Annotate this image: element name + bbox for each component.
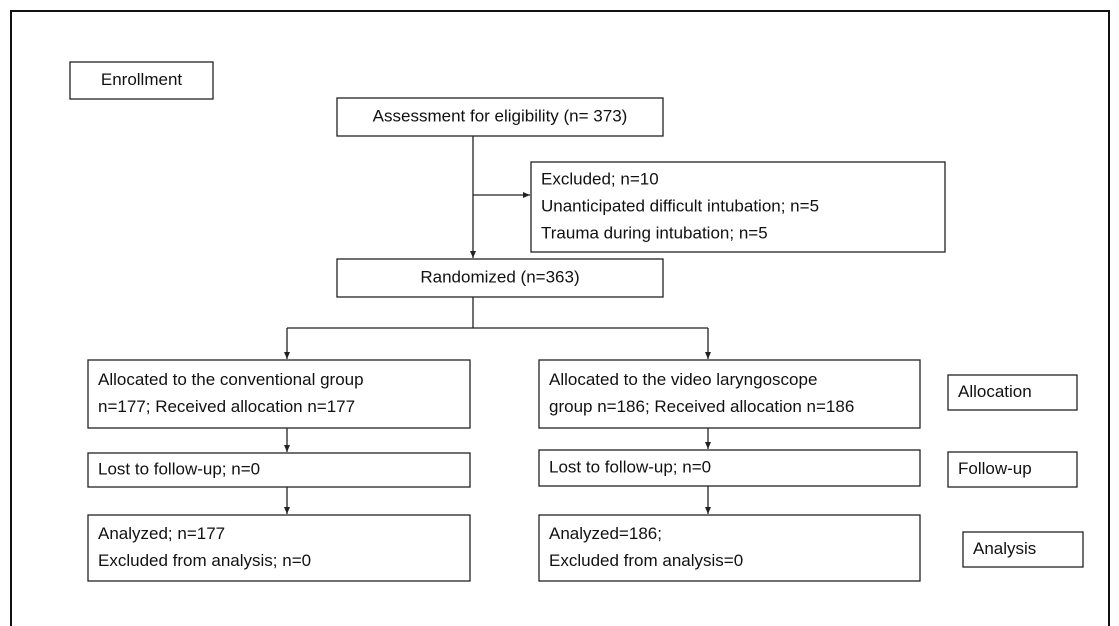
node-text: Analyzed; n=177	[98, 524, 225, 543]
node-box	[87, 452, 471, 488]
node-box	[947, 374, 1078, 411]
node-text: n=177; Received allocation n=177	[98, 397, 355, 416]
node-text: Lost to follow-up; n=0	[98, 459, 260, 478]
node-text: Unanticipated difficult intubation; n=5	[541, 196, 819, 215]
node: Analysis	[962, 531, 1084, 568]
node-box	[962, 531, 1084, 568]
node: Lost to follow-up; n=0	[538, 449, 921, 487]
node: Follow-up	[947, 451, 1078, 488]
connectors	[284, 136, 711, 514]
node: Assessment for eligibility (n= 373)	[336, 97, 664, 137]
node-box	[69, 61, 214, 100]
node: Analyzed; n=177 Excluded from analysis; n…	[87, 514, 471, 582]
node: Excluded; n=10 Unanticipated difficult in…	[530, 161, 946, 253]
node: Randomized (n=363)	[336, 258, 664, 298]
node-box	[538, 514, 921, 582]
node-box	[530, 161, 946, 253]
node-box	[87, 359, 471, 429]
node-text: Enrollment	[101, 70, 183, 89]
node-box	[87, 514, 471, 582]
node-text: Analysis	[973, 539, 1036, 558]
node-text: Analyzed=186;	[549, 524, 662, 543]
node: Allocation	[947, 374, 1078, 411]
node-text: Trauma during intubation; n=5	[541, 223, 768, 242]
node: Allocated to the conventional group n=177…	[87, 359, 471, 429]
node-text: Excluded from analysis=0	[549, 551, 743, 570]
node-text: Allocated to the conventional group	[98, 370, 364, 389]
node: Enrollment	[69, 61, 214, 100]
node-text: Allocated to the video laryngoscope	[549, 370, 817, 389]
node: Allocated to the video laryngoscope group…	[538, 359, 921, 429]
node-box	[947, 451, 1078, 488]
node-box	[336, 258, 664, 298]
node-text: Randomized (n=363)	[420, 267, 579, 286]
node-text: Allocation	[958, 382, 1032, 401]
node-box	[336, 97, 664, 137]
node-text: Assessment for eligibility (n= 373)	[373, 106, 628, 125]
frame	[10, 10, 1110, 626]
node-text: Follow-up	[958, 459, 1032, 478]
node-box	[538, 359, 921, 429]
node-text: Excluded; n=10	[541, 169, 659, 188]
node: Analyzed=186; Excluded from analysis=0	[538, 514, 921, 582]
node-text: group n=186; Received allocation n=186	[549, 397, 854, 416]
node-text: Lost to follow-up; n=0	[549, 457, 711, 476]
node: Lost to follow-up; n=0	[87, 452, 471, 488]
node-text: Excluded from analysis; n=0	[98, 551, 311, 570]
node-box	[538, 449, 921, 487]
